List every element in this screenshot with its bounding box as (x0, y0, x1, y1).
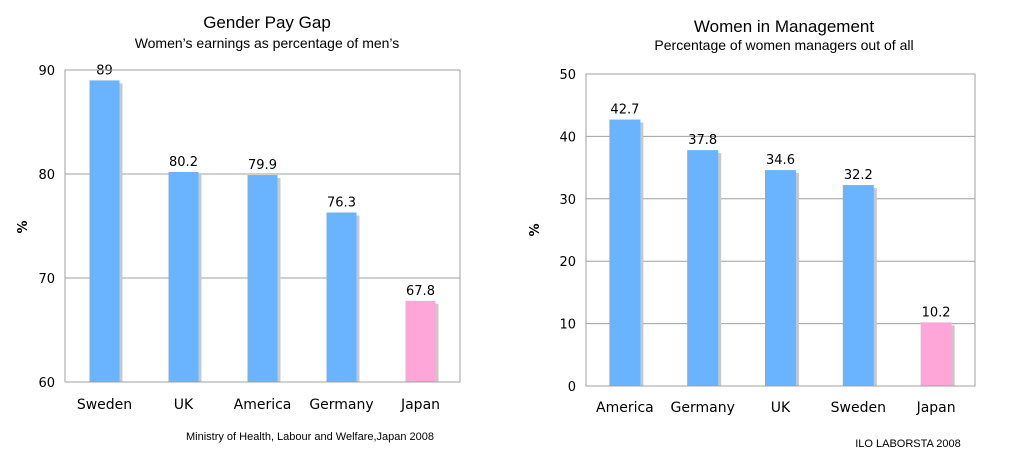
x-tick-label: Sweden (831, 400, 886, 416)
y-tick-label: 50 (559, 68, 576, 83)
x-tick-label: Japan (400, 397, 440, 413)
bar-america (609, 119, 641, 386)
data-label: 89 (96, 63, 113, 78)
bar-america (247, 175, 278, 382)
bar-germany (326, 212, 357, 382)
plot-area: 60 70 80 90 89 Sweden 80.2 UK 79.9 America 76.3 Ger… (38, 63, 461, 413)
y-tick-label: 90 (38, 64, 55, 79)
x-tick-label: Germany (671, 400, 735, 416)
chart-subtitle: Percentage of women managers out of all (654, 37, 913, 53)
women-management-chart-svg: Women in Management Percentage of women … (528, 17, 976, 450)
data-label: 76.3 (327, 195, 356, 210)
data-label: 42.7 (610, 103, 639, 118)
plot-frame (585, 73, 976, 387)
x-tick-label: America (596, 400, 654, 416)
y-tick-label: 70 (38, 272, 55, 287)
y-tick-label: 20 (559, 255, 576, 270)
bar-sweden (89, 80, 120, 383)
y-tick-label: 10 (559, 318, 576, 333)
plot-frame (64, 69, 461, 383)
data-label: 34.6 (766, 153, 795, 168)
data-label: 79.9 (248, 158, 277, 173)
pay-gap-chart-svg: Gender Pay Gap Women’s earnings as perce… (16, 13, 461, 443)
bar-sweden (842, 185, 874, 386)
y-tick-label: 60 (38, 376, 55, 391)
y-tick-label: 80 (38, 168, 55, 183)
chart-title: Women in Management (694, 17, 874, 36)
source-note: ILO LABORSTA 2008 (855, 438, 961, 450)
data-label: 67.8 (406, 284, 435, 299)
x-tick-label: Sweden (77, 397, 132, 413)
bar-uk (168, 171, 199, 382)
bar-uk (765, 170, 796, 386)
data-label: 32.2 (844, 168, 873, 183)
x-tick-label: Japan (916, 400, 956, 416)
chart-title: Gender Pay Gap (203, 13, 331, 32)
y-tick-label: 40 (559, 130, 576, 145)
bar-japan (405, 300, 436, 382)
x-tick-label: Germany (309, 397, 373, 413)
plot-area: 0 10 20 30 40 50 42.7 America 37.8 Germany 34.6 UK 3… (559, 68, 976, 416)
y-tick-label: 30 (559, 193, 576, 208)
y-axis-label: % (528, 223, 543, 236)
chart-subtitle: Women’s earnings as percentage of men’s (135, 35, 400, 51)
y-tick-label: 0 (568, 380, 576, 395)
y-axis-label: % (16, 220, 31, 233)
data-label: 80.2 (169, 155, 198, 170)
bar-japan (920, 322, 952, 386)
bar-germany (687, 150, 719, 386)
women-management-chart: Women in Management Percentage of women … (510, 0, 1010, 466)
source-note: Ministry of Health, Labour and Welfare,J… (186, 431, 434, 443)
pay-gap-chart: Gender Pay Gap Women’s earnings as perce… (0, 0, 500, 466)
x-tick-label: America (234, 397, 292, 413)
x-tick-label: UK (771, 400, 791, 416)
x-tick-label: UK (174, 397, 194, 413)
data-label: 10.2 (922, 305, 951, 320)
data-label: 37.8 (688, 133, 717, 148)
